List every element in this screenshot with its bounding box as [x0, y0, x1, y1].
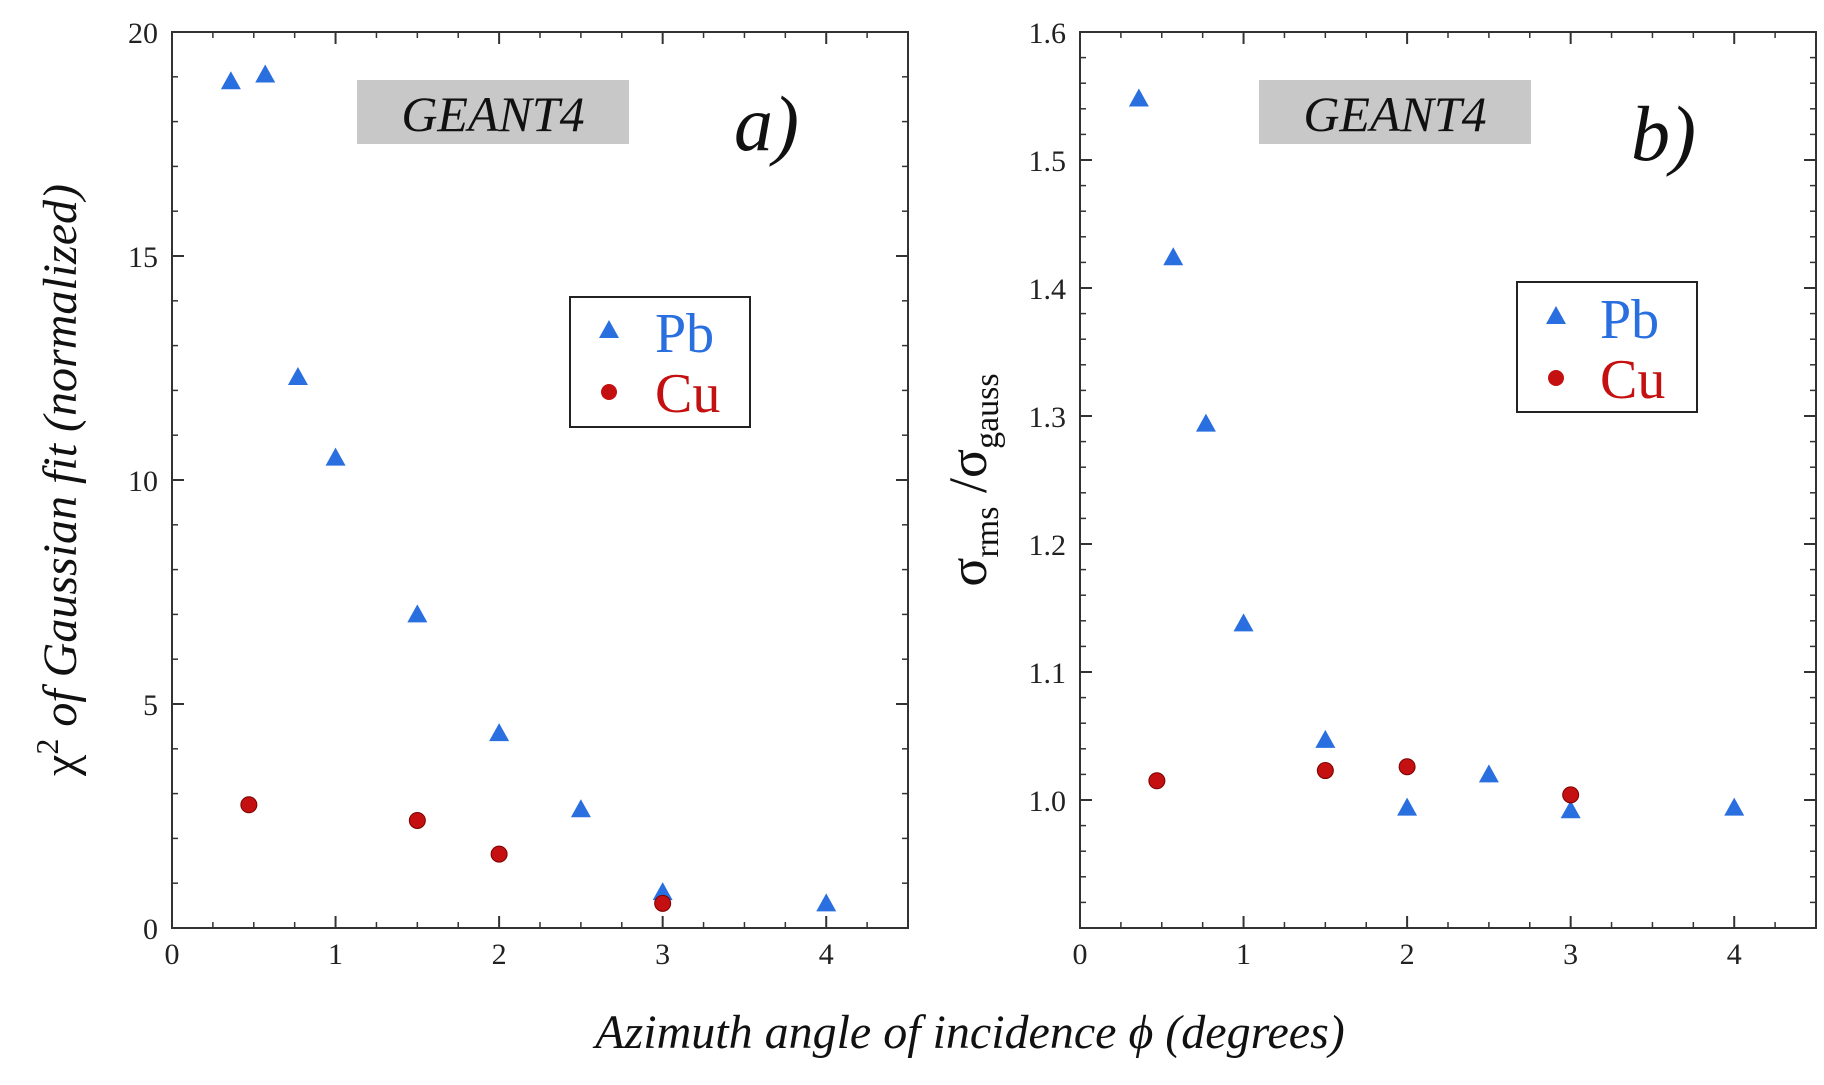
data-points-a: [220, 64, 837, 912]
tick-labels-a: 0 1 2 3 4 0 5 10 15 20: [128, 17, 834, 971]
data-point-b-pb-2: [1195, 413, 1216, 432]
data-points-b: [1128, 88, 1745, 819]
data-point-a-pb-5: [489, 723, 510, 742]
data-point-b-pb-3: [1233, 613, 1254, 632]
y-axis-title-a-prefix: χ: [34, 754, 87, 777]
data-point-a-cu-2: [490, 845, 508, 863]
data-point-a-cu-1: [408, 811, 426, 829]
legend-marker-pb-a: [599, 320, 619, 338]
x-tick-label-a-0: 0: [165, 938, 180, 971]
data-point-b-pb-7: [1560, 800, 1581, 819]
data-point-b-cu-3: [1562, 786, 1580, 804]
x-tick-label-a-1: 1: [328, 938, 343, 971]
data-point-a-cu-0: [240, 796, 258, 814]
tag-label-b: GEANT4: [1303, 86, 1486, 142]
data-point-b-pb-6: [1478, 764, 1499, 783]
legend-marker-cu-b: [1548, 370, 1564, 386]
data-point-b-cu-0: [1148, 772, 1166, 790]
tick-labels-b: 0 1 2 3 4 1.0 1.1 1.2 1.3 1.4 1.5 1.6: [1029, 17, 1742, 971]
y-axis-title-a-rest: of Gaussian fit (normalized): [34, 184, 87, 739]
panel-label-b: b): [1631, 90, 1696, 177]
y-tick-label-b-2: 1.2: [1029, 529, 1067, 562]
legend-label-cu-b: Cu: [1600, 349, 1665, 411]
y-tick-label-b-4: 1.4: [1029, 273, 1067, 306]
data-point-a-cu-3: [654, 894, 672, 912]
legend-box-b: [1516, 281, 1698, 413]
y-axis-title-b-num: σ: [938, 558, 998, 587]
y-tick-label-a-4: 20: [128, 17, 158, 50]
x-tick-label-b-2: 2: [1400, 938, 1415, 971]
y-tick-label-b-6: 1.6: [1029, 17, 1067, 50]
data-point-a-pb-0: [220, 71, 241, 90]
x-tick-label-a-2: 2: [492, 938, 507, 971]
y-tick-label-a-2: 10: [128, 465, 158, 498]
y-tick-label-a-1: 5: [143, 689, 158, 722]
data-point-a-pb-3: [325, 447, 346, 466]
data-point-a-pb-2: [287, 366, 308, 385]
legend-label-cu-a: Cu: [655, 363, 720, 425]
y-tick-label-b-5: 1.5: [1029, 145, 1067, 178]
y-axis-title-b-sep: /: [938, 478, 998, 507]
x-axis-title: Azimuth angle of incidence ϕ (degrees): [592, 1006, 1345, 1059]
plot-frame-b: [1079, 31, 1817, 929]
y-tick-label-b-3: 1.3: [1029, 401, 1067, 434]
data-point-a-pb-4: [407, 604, 428, 623]
legend-box-a: [569, 296, 751, 428]
y-axis-title-b-den-sub: gauss: [969, 373, 1006, 449]
data-point-a-pb-8: [816, 893, 837, 912]
y-axis-title-b: σrms /σgauss: [938, 373, 1006, 586]
y-axis-title-a: χ2 of Gaussian fit (normalized): [29, 184, 87, 777]
panel-label-a: a): [734, 80, 799, 167]
panel-b: 0 1 2 3 4 1.0 1.1 1.2 1.3 1.4 1.5 1.6 GEANT4 b) Pb …: [938, 17, 1817, 971]
x-tick-label-a-3: 3: [655, 938, 670, 971]
y-tick-label-b-1: 1.1: [1029, 657, 1067, 690]
data-point-b-pb-4: [1315, 729, 1336, 748]
legend-marker-pb-b: [1546, 306, 1566, 324]
axis-ticks-b: [1079, 31, 1816, 928]
data-point-b-pb-8: [1724, 797, 1745, 816]
y-tick-label-a-3: 15: [128, 241, 158, 274]
y-axis-title-b-num-sub: rms: [969, 507, 1006, 558]
data-point-a-pb-7: [652, 882, 673, 901]
data-point-b-cu-1: [1316, 762, 1334, 780]
x-tick-label-b-4: 4: [1727, 938, 1742, 971]
legend-label-pb-b: Pb: [1600, 289, 1659, 351]
x-tick-label-a-4: 4: [819, 938, 834, 971]
legend-label-pb-a: Pb: [655, 303, 714, 365]
data-point-b-pb-0: [1128, 88, 1149, 107]
data-point-a-pb-1: [255, 64, 276, 83]
y-tick-label-b-0: 1.0: [1029, 785, 1067, 818]
legend-marker-cu-a: [601, 384, 617, 400]
data-point-b-pb-5: [1397, 797, 1418, 816]
y-tick-label-a-0: 0: [143, 913, 158, 946]
axis-ticks-a: [171, 31, 908, 929]
legend-a: Pb Cu: [569, 296, 751, 428]
y-axis-title-a-sup: 2: [29, 739, 65, 755]
tag-box-b: [1259, 80, 1531, 144]
x-tick-label-b-3: 3: [1563, 938, 1578, 971]
tag-label-a: GEANT4: [401, 86, 584, 142]
legend-b: Pb Cu: [1516, 281, 1698, 413]
data-point-b-pb-1: [1163, 247, 1184, 266]
data-point-a-pb-6: [570, 799, 591, 818]
x-tick-label-b-1: 1: [1236, 938, 1251, 971]
data-point-b-cu-2: [1398, 758, 1416, 776]
tag-box-a: [357, 80, 629, 144]
y-axis-title-b-den: σ: [938, 449, 998, 478]
x-tick-label-b-0: 0: [1073, 938, 1088, 971]
